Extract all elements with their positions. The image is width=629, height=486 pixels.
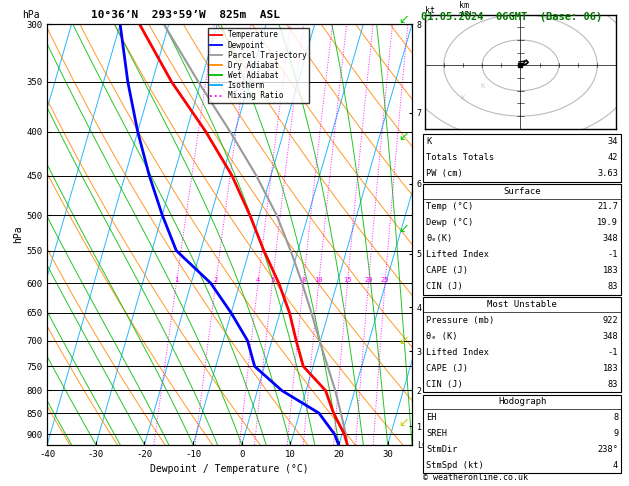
Text: 1: 1 bbox=[174, 277, 179, 283]
Text: 01.05.2024  06GMT  (Base: 06): 01.05.2024 06GMT (Base: 06) bbox=[421, 12, 603, 22]
Text: EH: EH bbox=[426, 413, 437, 422]
Text: StmSpd (kt): StmSpd (kt) bbox=[426, 461, 484, 470]
Text: 183: 183 bbox=[603, 266, 618, 276]
Text: ↙: ↙ bbox=[398, 13, 409, 26]
Text: 183: 183 bbox=[603, 364, 618, 373]
Text: Hodograph: Hodograph bbox=[498, 398, 547, 406]
Text: kt: kt bbox=[425, 5, 435, 15]
Text: 2: 2 bbox=[214, 277, 218, 283]
Text: 348: 348 bbox=[603, 331, 618, 341]
Text: SREH: SREH bbox=[426, 429, 447, 438]
Text: StmDir: StmDir bbox=[426, 445, 458, 454]
Text: Dewp (°C): Dewp (°C) bbox=[426, 218, 474, 227]
Text: 15: 15 bbox=[343, 277, 352, 283]
Text: -1: -1 bbox=[608, 250, 618, 260]
Text: 10: 10 bbox=[314, 277, 323, 283]
Text: 83: 83 bbox=[608, 282, 618, 292]
Text: 5: 5 bbox=[270, 277, 274, 283]
Text: 21.7: 21.7 bbox=[598, 202, 618, 211]
Legend: Temperature, Dewpoint, Parcel Trajectory, Dry Adiabat, Wet Adiabat, Isotherm, Mi: Temperature, Dewpoint, Parcel Trajectory… bbox=[208, 28, 309, 103]
Text: CIN (J): CIN (J) bbox=[426, 282, 463, 292]
Text: 348: 348 bbox=[603, 234, 618, 243]
Text: Surface: Surface bbox=[504, 187, 541, 196]
Text: 9: 9 bbox=[613, 429, 618, 438]
Text: CIN (J): CIN (J) bbox=[426, 380, 463, 389]
Text: K: K bbox=[480, 83, 484, 88]
Y-axis label: hPa: hPa bbox=[13, 226, 23, 243]
Text: Lifted Index: Lifted Index bbox=[426, 347, 489, 357]
Text: ↙: ↙ bbox=[398, 334, 409, 347]
Text: 25: 25 bbox=[381, 277, 389, 283]
Text: ↙: ↙ bbox=[398, 417, 409, 429]
Text: 34: 34 bbox=[608, 137, 618, 146]
Text: km
ASL: km ASL bbox=[459, 0, 474, 20]
Text: 4: 4 bbox=[613, 461, 618, 470]
X-axis label: Dewpoint / Temperature (°C): Dewpoint / Temperature (°C) bbox=[150, 464, 309, 474]
Text: 3.63: 3.63 bbox=[598, 169, 618, 178]
Text: K: K bbox=[461, 95, 465, 102]
Text: Most Unstable: Most Unstable bbox=[487, 300, 557, 309]
Y-axis label: km
ASL: km ASL bbox=[435, 226, 454, 243]
Text: θₑ(K): θₑ(K) bbox=[426, 234, 453, 243]
Text: 19.9: 19.9 bbox=[598, 218, 618, 227]
Text: Totals Totals: Totals Totals bbox=[426, 153, 495, 162]
Text: Lifted Index: Lifted Index bbox=[426, 250, 489, 260]
Text: PW (cm): PW (cm) bbox=[426, 169, 463, 178]
Text: 10°36’N  293°59’W  825m  ASL: 10°36’N 293°59’W 825m ASL bbox=[91, 10, 280, 20]
Text: Pressure (mb): Pressure (mb) bbox=[426, 315, 495, 325]
Text: Temp (°C): Temp (°C) bbox=[426, 202, 474, 211]
Text: 8: 8 bbox=[301, 277, 306, 283]
Text: hPa: hPa bbox=[21, 10, 39, 20]
Text: 20: 20 bbox=[364, 277, 373, 283]
Text: 922: 922 bbox=[603, 315, 618, 325]
Text: 8: 8 bbox=[613, 413, 618, 422]
Text: -1: -1 bbox=[608, 347, 618, 357]
Text: 4: 4 bbox=[256, 277, 260, 283]
Text: 238°: 238° bbox=[598, 445, 618, 454]
Text: ↙: ↙ bbox=[398, 222, 409, 235]
Text: © weatheronline.co.uk: © weatheronline.co.uk bbox=[423, 473, 528, 482]
Text: K: K bbox=[426, 137, 431, 146]
Text: θₑ (K): θₑ (K) bbox=[426, 331, 458, 341]
Text: CAPE (J): CAPE (J) bbox=[426, 364, 469, 373]
Text: 83: 83 bbox=[608, 380, 618, 389]
Text: ↙: ↙ bbox=[398, 130, 409, 142]
Text: 42: 42 bbox=[608, 153, 618, 162]
Text: CAPE (J): CAPE (J) bbox=[426, 266, 469, 276]
